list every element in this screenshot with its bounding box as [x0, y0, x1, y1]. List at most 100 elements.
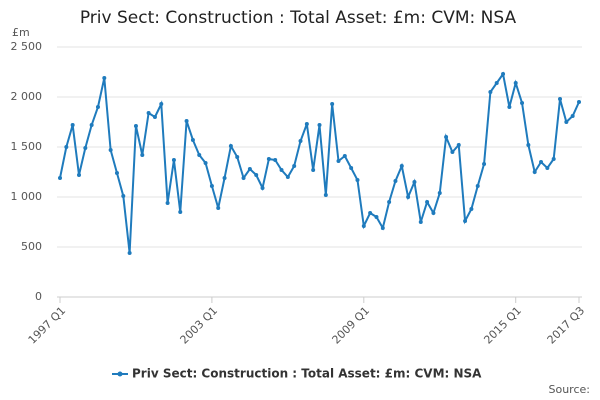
point [456, 143, 461, 147]
y-axis-unit: £m [12, 26, 30, 39]
point [412, 180, 417, 184]
point [463, 219, 468, 223]
y-tick-label: 500 [21, 240, 42, 253]
point [507, 105, 512, 109]
point [545, 166, 550, 170]
y-tick-label: 1 000 [11, 190, 43, 203]
point [513, 81, 518, 85]
point [349, 166, 354, 170]
point [393, 179, 398, 183]
point [570, 114, 575, 118]
point [165, 201, 170, 205]
point [247, 167, 252, 171]
point [58, 176, 62, 180]
point [425, 200, 430, 204]
x-tick-label: 2017 Q3 [545, 304, 588, 347]
point [532, 170, 537, 174]
point [342, 154, 347, 158]
point [216, 206, 221, 210]
point [298, 139, 303, 143]
point [127, 251, 132, 255]
point [190, 138, 195, 142]
y-tick-label: 1 500 [11, 140, 43, 153]
point [222, 176, 227, 180]
x-tick-label: 2009 Q1 [330, 304, 373, 347]
point [437, 191, 442, 195]
point [114, 171, 119, 175]
point [304, 122, 309, 126]
point [520, 101, 525, 105]
point [76, 173, 81, 177]
point [159, 102, 164, 106]
point [64, 145, 69, 149]
point [146, 111, 151, 115]
point [368, 211, 373, 215]
point [273, 158, 278, 162]
point [526, 143, 531, 147]
point [482, 162, 487, 166]
point [469, 207, 474, 211]
point [241, 176, 246, 180]
legend-marker [117, 371, 123, 377]
point [171, 158, 176, 162]
point [235, 155, 240, 159]
point [311, 168, 316, 172]
point [450, 150, 455, 154]
point [387, 200, 392, 204]
point [254, 173, 259, 177]
point [228, 144, 233, 148]
point [494, 81, 499, 85]
y-tick-label: 2 000 [11, 90, 43, 103]
point [330, 102, 335, 106]
point [184, 119, 189, 123]
point [431, 211, 436, 215]
source: Source: [549, 383, 591, 396]
point [361, 224, 366, 228]
y-tick-label: 0 [35, 290, 42, 303]
point [558, 97, 563, 101]
point [209, 184, 214, 188]
point [374, 215, 379, 219]
point [266, 157, 271, 161]
point [336, 159, 341, 163]
point [152, 115, 157, 119]
point [399, 164, 404, 168]
point [178, 210, 183, 214]
point [102, 76, 107, 80]
point [380, 226, 385, 230]
point [444, 135, 449, 139]
point [418, 220, 423, 224]
series-line [59, 71, 580, 254]
point [70, 123, 75, 127]
point [260, 186, 265, 190]
x-tick-label: 1997 Q1 [26, 304, 69, 347]
point [292, 164, 297, 168]
point [551, 157, 556, 161]
point [133, 124, 138, 128]
point [564, 120, 569, 124]
point [279, 168, 284, 172]
legend-label: Priv Sect: Construction : Total Asset: £… [132, 367, 482, 381]
point [475, 184, 480, 188]
point [406, 195, 411, 199]
y-tick-label: 2 500 [11, 40, 43, 53]
point [323, 193, 328, 197]
point [355, 178, 360, 182]
point [121, 194, 126, 198]
point [140, 153, 145, 157]
point [83, 146, 88, 150]
chart-title: Priv Sect: Construction : Total Asset: £… [80, 8, 517, 28]
point [488, 90, 493, 94]
point [203, 161, 208, 165]
x-tick-label: 2003 Q1 [178, 304, 221, 347]
point [285, 175, 290, 179]
x-tick-label: 2015 Q1 [481, 304, 524, 347]
point [95, 105, 100, 109]
point [108, 148, 113, 152]
point [539, 160, 544, 164]
point [577, 100, 581, 104]
point [501, 72, 506, 76]
point [317, 123, 322, 127]
point [89, 123, 94, 127]
